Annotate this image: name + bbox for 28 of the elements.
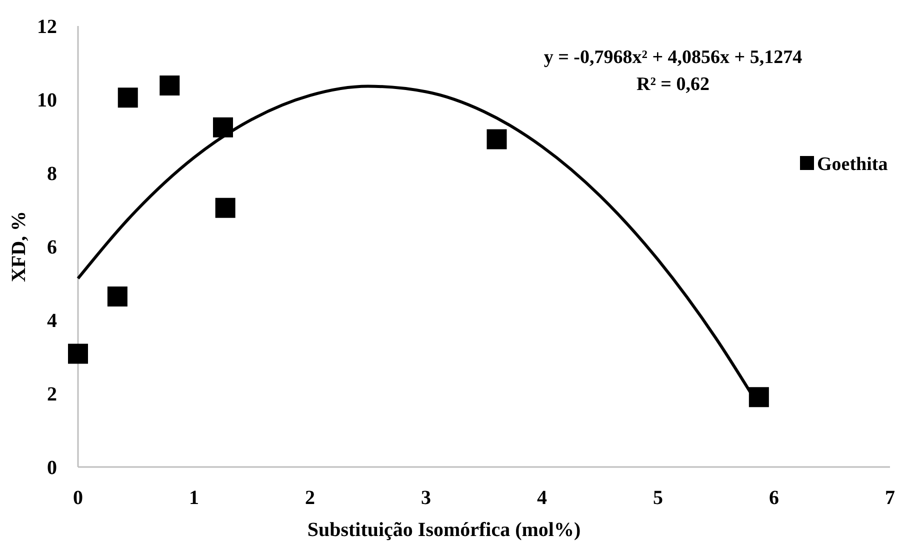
point (160, 76, 180, 96)
x-tick-label: 3 (421, 487, 431, 509)
annotation: R² = 0,62 (636, 74, 710, 95)
y-tick-label: 4 (47, 310, 57, 332)
point (748, 387, 769, 408)
y-tick-label: 6 (47, 236, 57, 258)
y-axis-title: XFD, % (8, 210, 30, 282)
y-tick-label: 8 (47, 163, 57, 185)
x-tick-label: 0 (73, 487, 83, 509)
point (486, 129, 507, 150)
point (215, 198, 236, 218)
x-tick-label: 6 (769, 487, 779, 509)
x-axis-title: Substituição Isomórfica (mol%) (307, 519, 581, 541)
x-tick-label: 5 (653, 487, 663, 509)
x-tick-label: 1 (189, 487, 199, 509)
x-tick-label: 7 (885, 487, 895, 509)
point (118, 88, 138, 108)
point (68, 344, 88, 364)
y-tick-label: 10 (37, 90, 57, 112)
point (107, 286, 128, 306)
y-tick-label: 0 (47, 457, 57, 479)
x-tick-label: 4 (537, 487, 547, 509)
annotation: y = -0,7968x² + 4,0856x + 5,1274 (544, 47, 803, 68)
legend-label: Goethita (817, 154, 888, 175)
y-tick-label: 2 (47, 384, 57, 406)
x-tick-label: 2 (305, 487, 315, 509)
point (213, 117, 233, 138)
y-tick-label: 12 (37, 16, 57, 38)
